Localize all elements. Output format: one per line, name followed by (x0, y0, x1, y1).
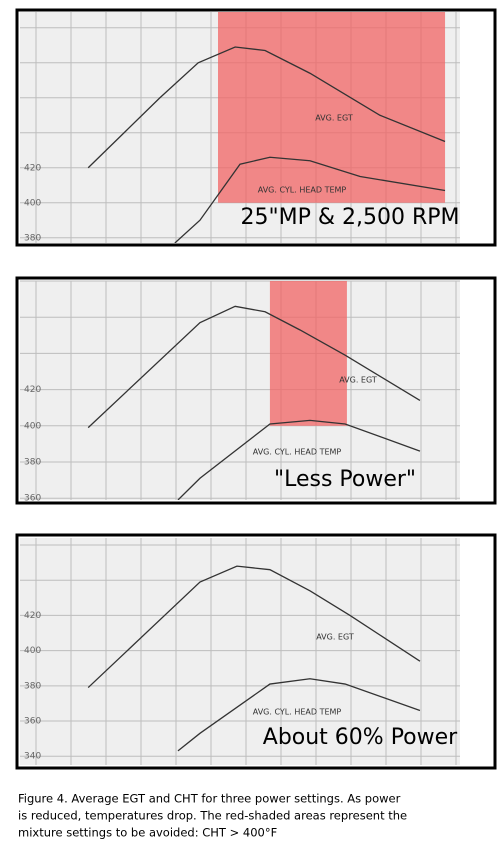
y-tick-label: 380 (24, 681, 41, 691)
series-line (177, 678, 421, 752)
y-tick-label: 400 (24, 198, 41, 208)
series-line (87, 46, 446, 169)
setting-label: About 60% Power (263, 725, 458, 750)
avoid-region (269, 281, 347, 426)
plot-area (20, 538, 460, 765)
caption: Figure 4. Average EGT and CHT for three … (18, 792, 401, 806)
y-tick-label: 360 (24, 717, 41, 727)
y-tick-label: 360 (24, 494, 41, 504)
caption: mixture settings to be avoided: CHT > 40… (18, 826, 277, 840)
avoid-region (218, 12, 446, 203)
series-label: AVG. CYL. HEAD TEMP (258, 186, 347, 195)
y-tick-label: 420 (24, 163, 41, 173)
series-line (87, 565, 421, 689)
caption: is reduced, temperatures drop. The red-s… (18, 809, 407, 823)
series-line (87, 305, 421, 429)
series-line (174, 156, 446, 243)
series-label: AVG. EGT (339, 376, 377, 385)
setting-label: 25"MP & 2,500 RPM (240, 205, 459, 230)
series-label: AVG. CYL. HEAD TEMP (253, 708, 342, 717)
y-tick-label: 420 (24, 385, 41, 395)
y-tick-label: 380 (24, 457, 41, 467)
series-label: AVG. CYL. HEAD TEMP (253, 448, 342, 457)
grid (20, 538, 460, 765)
series-label: AVG. EGT (316, 633, 354, 642)
y-tick-label: 400 (24, 646, 41, 656)
y-tick-label: 340 (24, 752, 41, 762)
y-tick-label: 420 (24, 611, 41, 621)
series-label: AVG. EGT (315, 114, 353, 123)
y-tick-label: 400 (24, 421, 41, 431)
setting-label: "Less Power" (274, 467, 416, 492)
series-line (177, 419, 421, 500)
y-tick-label: 380 (24, 233, 41, 243)
